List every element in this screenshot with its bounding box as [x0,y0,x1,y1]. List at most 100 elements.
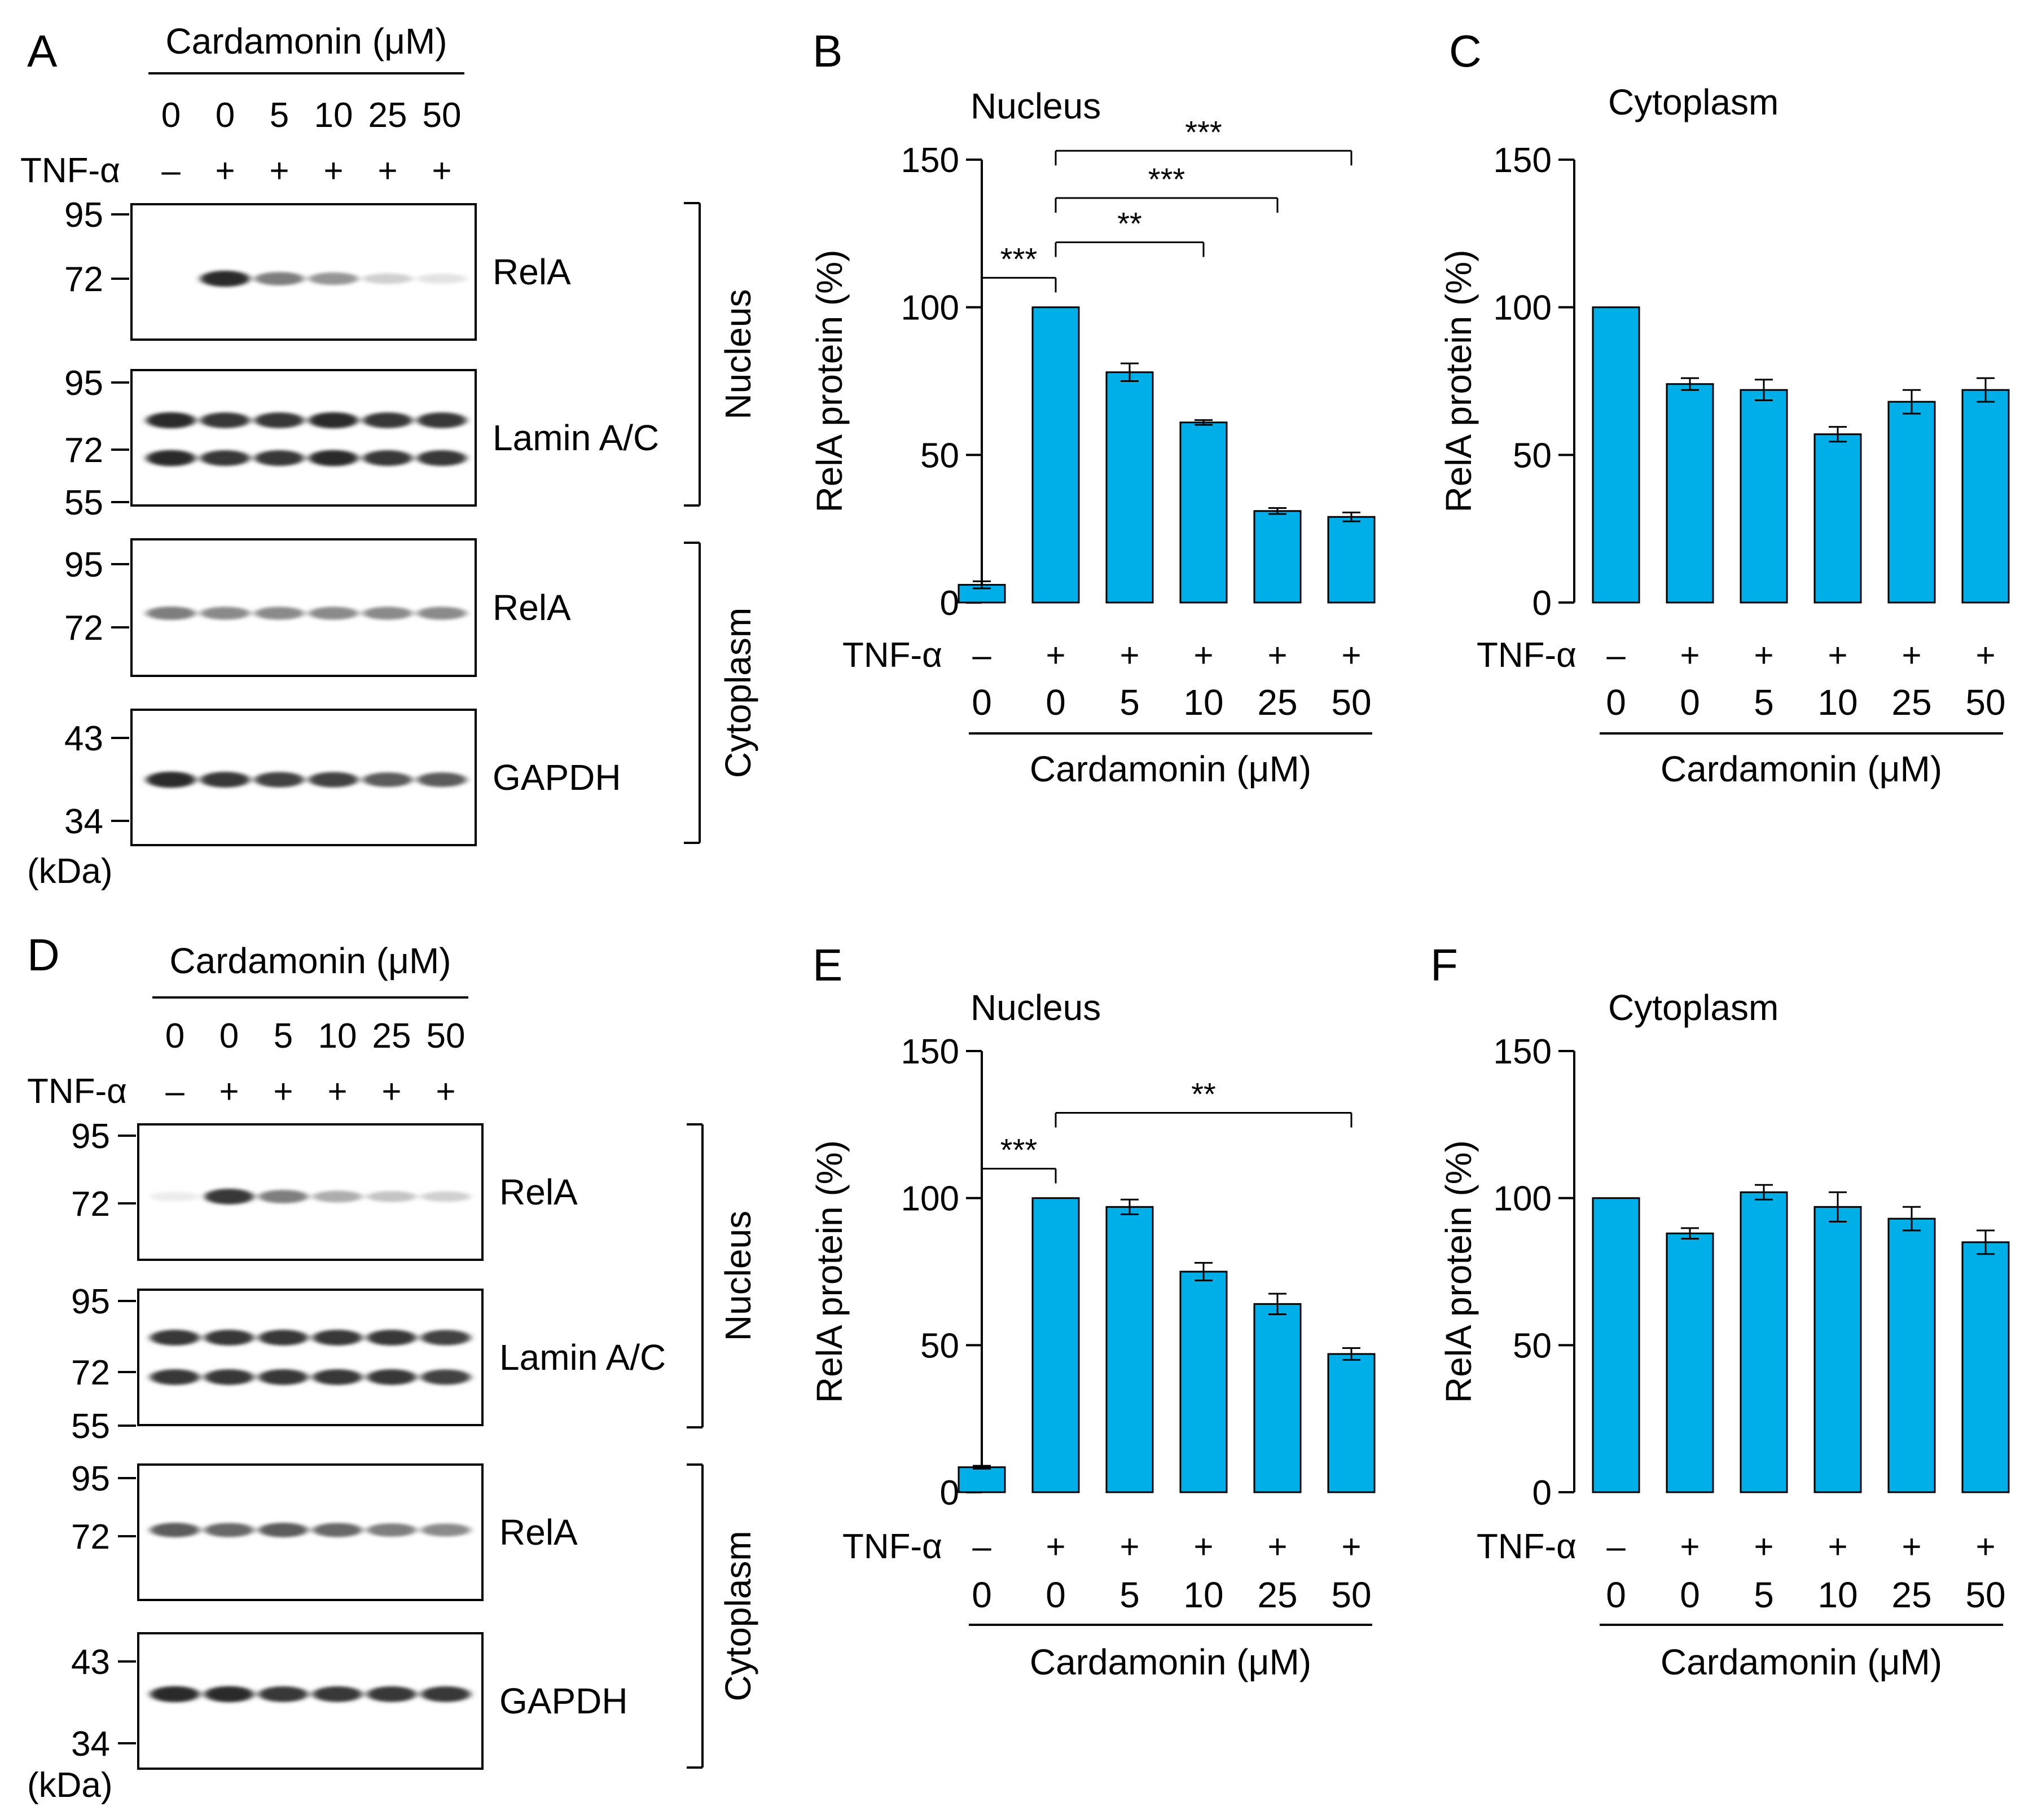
y-tick-label: 50 [920,1326,959,1365]
marker-label: 95 [71,1117,110,1156]
error-bar [1755,379,1773,402]
band [417,772,467,787]
marker-label: 72 [71,1353,110,1392]
blot-strip: 95 72 55 Lamin A/C [64,364,659,522]
error-bar [973,580,991,590]
sig-stars: *** [1185,114,1222,150]
error-bar [1977,1229,1995,1255]
error-bar [1342,511,1360,522]
band [258,1369,308,1385]
band [204,1369,254,1385]
error-bar [1268,1293,1286,1316]
error-bar [1121,1198,1139,1215]
x-tick-label: 50 [1331,1575,1371,1615]
tnf-sign: + [1046,1528,1065,1566]
blot-header: Cardamonin (μM) [165,21,447,61]
significance-bracket: ** [1055,1076,1352,1128]
bar [1813,433,1862,604]
y-tick-label: 100 [901,1180,959,1219]
tnf-sign: – [1606,636,1626,674]
marker-label: 34 [64,802,103,841]
y-axis-label: RelA protein (%) [1438,1140,1479,1403]
tnf-sign: – [165,1072,185,1110]
tnf-label: TNF-α [842,1527,942,1566]
strip-frame [137,1289,484,1426]
tnf-sign: + [323,152,343,190]
band [313,1523,362,1537]
band-group [150,1330,471,1385]
error-bar [1121,362,1139,382]
band [367,1686,416,1702]
marker-label: 95 [64,196,103,235]
band [313,1686,362,1702]
tnf-sign: + [1119,1528,1139,1566]
band [313,1369,362,1385]
tnf-sign: + [269,152,289,190]
tnf-sign: + [1975,1528,1995,1566]
band [254,606,304,620]
marker-label: 95 [71,1282,110,1321]
dose-label: 0 [216,96,235,135]
x-tick-label: 25 [1891,682,1931,723]
y-tick-label: 0 [1532,584,1552,623]
x-tick-label: 0 [972,1575,992,1615]
error-bar [1681,377,1699,391]
marker-label: 72 [64,431,103,470]
band [146,450,196,467]
strip-label: RelA [499,1512,578,1553]
x-tick-label: 10 [1183,1575,1223,1615]
tnf-sign: + [1902,636,1921,674]
band [421,1330,471,1346]
strip-label: GAPDH [493,757,621,798]
band [258,1686,308,1702]
y-axis-label: RelA protein (%) [809,1140,850,1403]
bar [1813,1206,1862,1493]
bar [958,1466,1006,1493]
dose-label: 50 [427,1017,466,1056]
error-bar [1829,426,1847,443]
kda-unit: (kDa) [27,852,113,891]
band [417,450,467,466]
bar [1592,1197,1640,1493]
panel-letter: A [27,26,58,76]
tnf-sign: + [377,152,397,190]
tnf-sign: + [273,1072,293,1110]
panel-letter: F [1430,940,1458,990]
panel-letter: C [1449,26,1482,76]
tnf-label: TNF-α [1477,636,1576,675]
x-axis-label: Cardamonin (μM) [1030,749,1311,789]
x-tick-label: 5 [1754,682,1774,723]
dose-label: 25 [372,1017,411,1056]
tnf-sign: + [1754,1528,1773,1566]
tnf-sign: + [1193,1528,1213,1566]
dose-label: 50 [423,96,462,135]
strip-frame [137,1632,484,1770]
tnf-sign: + [1119,636,1139,674]
dose-label: 5 [274,1017,293,1056]
y-tick-label: 50 [920,436,959,475]
x-tick-label: 0 [1046,682,1066,723]
x-tick-label: 25 [1257,682,1297,723]
band [258,1190,308,1203]
dose-label: 10 [318,1017,357,1056]
strip-label: RelA [499,1172,578,1212]
band [367,1191,416,1202]
band [200,270,250,287]
dose-label: 25 [368,96,407,135]
band [254,450,304,466]
band [200,412,250,428]
band [309,606,358,620]
band [421,1523,471,1537]
band [309,272,358,285]
tnf-sign: + [1267,1528,1287,1566]
chart-title: Nucleus [971,86,1101,126]
dose-label: 5 [270,96,289,135]
x-tick-label: 0 [1606,682,1626,723]
bar [1740,389,1788,604]
blot-strip: 95 72 RelA [64,196,571,341]
error-bar [1903,389,1921,415]
x-tick-label: 10 [1817,1575,1857,1615]
tnf-sign: + [1193,636,1213,674]
error-bar [1342,1347,1360,1361]
